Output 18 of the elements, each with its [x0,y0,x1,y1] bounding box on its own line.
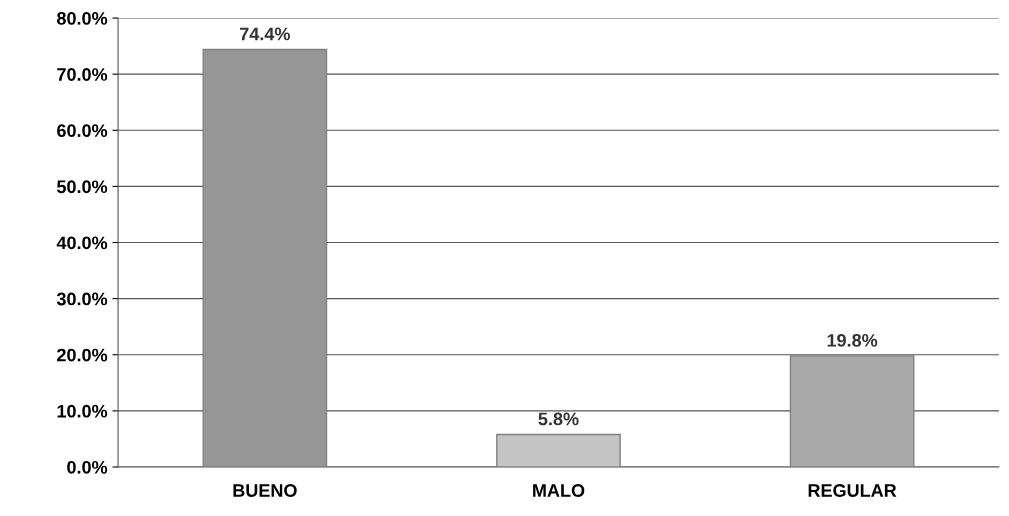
y-tick-label: 30.0% [56,292,108,306]
x-tick-label: BUENO [233,484,297,497]
y-tick-label: 0.0% [67,460,108,474]
bar [789,355,915,467]
y-tick-label: 70.0% [57,68,108,81]
y-tick-label: 50.0% [57,180,108,194]
bar [202,48,328,467]
x-tick-label: MALO [533,484,585,497]
bar [496,433,621,467]
y-tick-label: 60.0% [57,124,108,138]
y-tick-label: 80.0% [57,11,108,25]
data-label: 19.8% [827,333,878,347]
data-label: 5.8% [538,412,579,426]
y-tick-label: 20.0% [57,348,108,362]
y-tick-label: 40.0% [56,236,108,250]
data-label: 74.4% [240,27,290,41]
y-tick-label: 10.0% [57,404,108,418]
x-tick-label: REGULAR [808,484,897,497]
